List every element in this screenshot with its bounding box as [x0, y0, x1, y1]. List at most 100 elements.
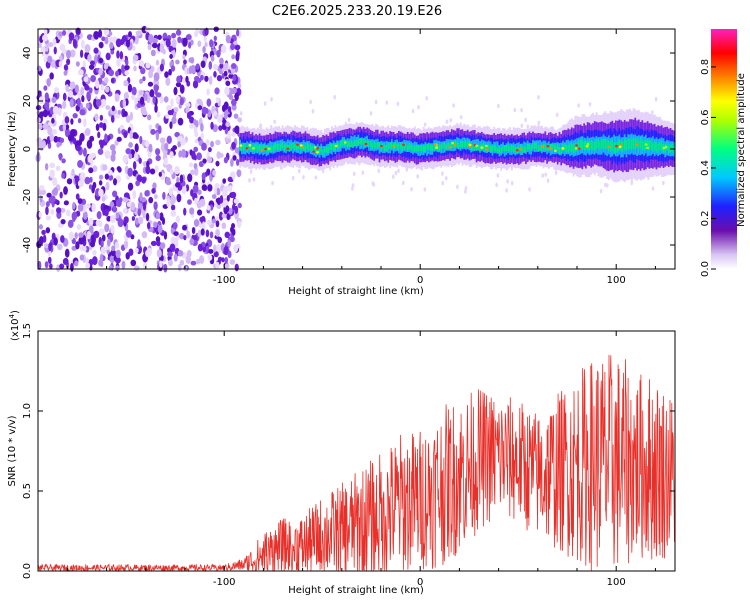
noise-blob: [71, 168, 75, 177]
ridge-cell: [613, 142, 616, 154]
ridge-cell: [556, 144, 559, 151]
noise-blob: [223, 156, 229, 164]
ridge-cell: [341, 139, 344, 146]
noise-blob: [193, 162, 198, 170]
ridge-cell: [611, 139, 614, 151]
noise-blob: [157, 125, 162, 135]
noise-blob: [135, 217, 139, 225]
snr-axes: -100 0 100 0.0 0.5 1.0 1.5: [22, 323, 675, 588]
noise-blob: [230, 87, 237, 95]
noise-blob: [65, 49, 72, 59]
noise-blob: [205, 107, 209, 114]
ridge-cell: [339, 141, 342, 148]
noise-blob: [154, 165, 159, 173]
noise-blob: [166, 198, 170, 208]
noise-blob: [235, 53, 240, 62]
noise-blob: [106, 238, 111, 247]
noise-blob: [45, 43, 49, 52]
x-tick-label: -100: [213, 577, 236, 588]
ridge-cell: [378, 141, 381, 148]
ridge-cell: [488, 144, 490, 151]
noise-blob: [39, 111, 46, 118]
noise-blob: [193, 218, 200, 227]
noise-blob: [179, 97, 185, 106]
noise-blob: [197, 40, 202, 47]
noise-blob: [140, 67, 146, 75]
noise-blob: [227, 176, 233, 183]
noise-blob: [47, 126, 53, 136]
noise-blob: [91, 234, 95, 244]
faint-blob: [347, 117, 351, 123]
ridge-cell: [263, 144, 266, 151]
faint-blob: [352, 171, 356, 177]
hot-spot: [484, 144, 488, 148]
noise-blob: [191, 150, 196, 160]
noise-blob: [109, 201, 115, 209]
noise-blob: [202, 246, 207, 253]
snr-series-line: [37, 354, 676, 573]
noise-blob: [177, 117, 184, 126]
noise-blob: [57, 107, 62, 116]
ridge-cell: [461, 141, 464, 148]
ridge-cell: [579, 139, 582, 150]
ridge-cell: [258, 144, 261, 151]
noise-blob: [123, 131, 128, 139]
noise-blob: [98, 188, 104, 197]
x-tick-label: 100: [607, 577, 626, 588]
ridge-cell: [292, 142, 295, 149]
hot-spot: [468, 143, 472, 147]
faint-blob: [396, 101, 400, 107]
noise-blob: [109, 255, 115, 263]
noise-blob: [173, 253, 178, 262]
ridge-cell: [465, 140, 467, 147]
noise-blob: [109, 215, 116, 224]
noise-blob: [201, 142, 207, 151]
noise-blob: [156, 241, 161, 247]
noise-blob: [147, 114, 152, 121]
noise-blob: [69, 98, 74, 108]
noise-blob: [213, 110, 218, 116]
noise-blob: [201, 221, 206, 230]
noise-blob: [110, 115, 115, 123]
noise-blob: [99, 114, 104, 121]
ridge-cell: [399, 142, 402, 149]
hot-spot: [260, 149, 264, 152]
faint-blob: [630, 180, 634, 186]
figure-title: C2E6.2025.233.20.19.E26: [272, 4, 442, 19]
noise-blob: [125, 39, 130, 48]
faint-blob: [444, 176, 448, 181]
noise-blob: [123, 65, 130, 71]
hot-spot: [312, 150, 316, 153]
noise-blob: [205, 229, 210, 238]
faint-blob: [377, 168, 380, 174]
noise-blob: [131, 94, 135, 101]
noise-blob: [169, 243, 176, 252]
noise-blob: [191, 226, 196, 234]
ridge-cell: [533, 142, 536, 149]
ridge-cell: [503, 145, 506, 152]
noise-blob: [47, 256, 52, 264]
noise-blob: [162, 191, 166, 200]
noise-blob: [237, 202, 242, 209]
noise-blob: [233, 244, 239, 253]
ridge-cell: [311, 146, 314, 153]
noise-blob: [194, 131, 199, 138]
hot-spot: [541, 145, 544, 148]
noise-blob: [86, 91, 91, 101]
ridge-cell: [459, 140, 462, 148]
noise-blob: [234, 44, 241, 51]
noise-blob: [44, 92, 49, 101]
ridge-cell: [279, 144, 282, 151]
noise-blob: [77, 160, 84, 168]
ridge-cell: [334, 144, 337, 151]
ridge-cell: [281, 141, 284, 149]
faint-blob: [528, 187, 531, 192]
noise-blob: [225, 35, 231, 44]
faint-blob: [311, 109, 315, 114]
ridge-cell: [671, 143, 674, 152]
noise-blob: [182, 37, 188, 47]
faint-blob: [351, 186, 354, 191]
faint-blob: [506, 179, 509, 184]
colorbar-tick-label: 0.6: [700, 109, 711, 125]
noise-blob: [175, 95, 181, 103]
